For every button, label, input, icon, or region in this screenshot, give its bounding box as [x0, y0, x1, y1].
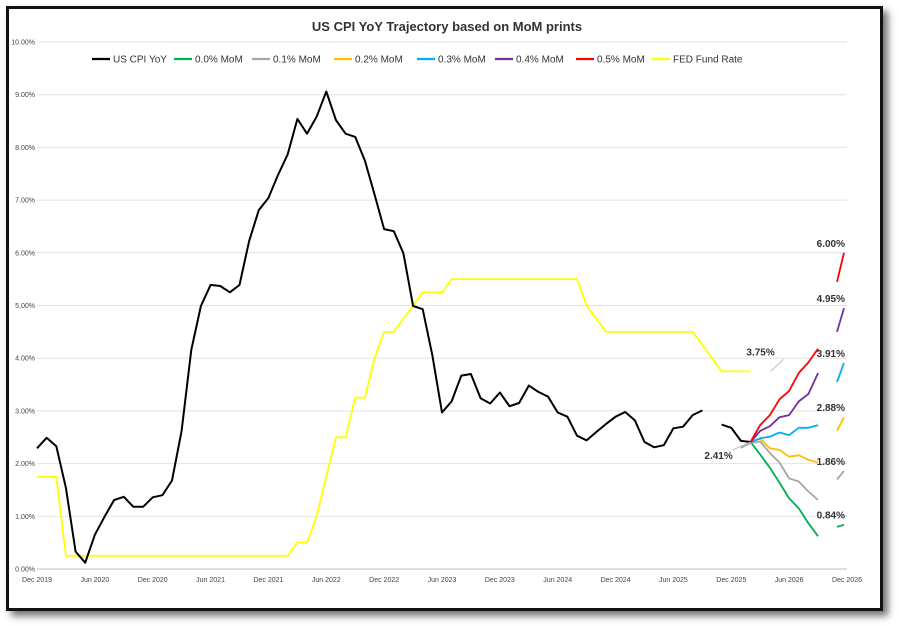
- x-axis: Dec 2019 Jun 2020 Dec 2020 Jun 2021 Dec 2021…: [22, 568, 862, 584]
- x-tick-label: Dec 2026: [832, 577, 862, 584]
- x-tick-label: Jun 2021: [196, 577, 225, 584]
- series-line-us-cpi-yoy: [36, 90, 703, 564]
- end-point-segment: [836, 252, 845, 282]
- legend[interactable]: US CPI YoY 0.0% MoM 0.1% MoM 0.2% MoM 0.3% M…: [92, 55, 743, 66]
- end-point-segment: [836, 523, 845, 528]
- annotation-leader: [770, 359, 784, 372]
- y-tick-label: 8.00%: [15, 145, 35, 152]
- x-tick-label: Dec 2019: [22, 577, 52, 584]
- x-tick-label: Dec 2021: [253, 577, 283, 584]
- end-point-label: 1.86%: [817, 457, 845, 468]
- y-tick-label: 7.00%: [15, 198, 35, 205]
- chart-frame: US CPI YoY Trajectory based on MoM print…: [6, 6, 883, 611]
- end-point-segment: [836, 470, 845, 480]
- end-point-label: 2.88%: [817, 403, 845, 414]
- legend-label: 0.1% MoM: [273, 55, 321, 66]
- chart-svg: US CPI YoY Trajectory based on MoM print…: [11, 19, 862, 584]
- end-point-label: 4.95%: [817, 294, 845, 305]
- end-point-segment: [836, 307, 845, 333]
- y-tick-label: 5.00%: [15, 303, 35, 310]
- series-line-0-4-mom: [749, 372, 819, 443]
- x-tick-label: Jun 2020: [80, 577, 109, 584]
- series-line-0-1-mom: [740, 440, 819, 501]
- annotations: 6.00% 4.95% 3.91% 2.88% 1.86% 0.84% 3.75% 2.41%: [704, 239, 845, 528]
- legend-item[interactable]: 0.5% MoM: [576, 55, 645, 66]
- x-tick-label: Jun 2022: [312, 577, 341, 584]
- y-tick-label: 4.00%: [15, 356, 35, 363]
- series-line-0-5-mom: [749, 348, 819, 443]
- legend-item[interactable]: 0.3% MoM: [417, 55, 486, 66]
- y-tick-label: 9.00%: [15, 92, 35, 99]
- legend-item[interactable]: FED Fund Rate: [652, 55, 743, 66]
- series-lines: [36, 90, 819, 564]
- legend-label: 0.2% MoM: [355, 55, 403, 66]
- x-tick-label: Jun 2023: [428, 577, 457, 584]
- legend-item[interactable]: 0.4% MoM: [495, 55, 564, 66]
- legend-label: 0.0% MoM: [195, 55, 243, 66]
- x-tick-label: Jun 2026: [775, 577, 804, 584]
- y-tick-label: 2.00%: [15, 461, 35, 468]
- end-point-segment: [836, 416, 845, 432]
- legend-label: 0.4% MoM: [516, 55, 564, 66]
- legend-item[interactable]: 0.0% MoM: [174, 55, 243, 66]
- legend-label: FED Fund Rate: [673, 55, 743, 66]
- end-point-label: 0.84%: [817, 511, 845, 522]
- legend-item[interactable]: 0.1% MoM: [252, 55, 321, 66]
- legend-label: 0.3% MoM: [438, 55, 486, 66]
- x-tick-label: Dec 2025: [716, 577, 746, 584]
- y-axis: 0.00% 1.00% 2.00% 3.00% 4.00% 5.00% 6.00% 7.00%…: [11, 40, 35, 574]
- x-tick-label: Jun 2025: [659, 577, 688, 584]
- y-tick-label: 10.00%: [11, 40, 35, 47]
- series-line-fed-fund-rate: [37, 278, 751, 557]
- end-point-label: 3.91%: [817, 349, 845, 360]
- series-line-0-2-mom: [750, 437, 819, 464]
- series-line-0-3-mom: [750, 424, 819, 443]
- y-tick-label: 3.00%: [15, 408, 35, 415]
- legend-label: 0.5% MoM: [597, 55, 645, 66]
- x-tick-label: Dec 2022: [369, 577, 399, 584]
- x-tick-label: Dec 2020: [138, 577, 168, 584]
- x-tick-label: Dec 2023: [485, 577, 515, 584]
- series-line-0-0-mom: [749, 441, 819, 537]
- chart-title: US CPI YoY Trajectory based on MoM print…: [312, 19, 582, 34]
- annotation-label: 3.75%: [746, 347, 774, 358]
- series-line-us-cpi-yoy-recent: [721, 423, 751, 443]
- grid-lines: [37, 41, 847, 570]
- annotation-leader: [732, 441, 751, 451]
- y-tick-label: 1.00%: [15, 514, 35, 521]
- y-tick-label: 6.00%: [15, 250, 35, 257]
- annotation-label: 2.41%: [704, 451, 732, 462]
- x-tick-label: Jun 2024: [543, 577, 572, 584]
- legend-item[interactable]: 0.2% MoM: [334, 55, 403, 66]
- x-tick-label: Dec 2024: [601, 577, 631, 584]
- legend-item[interactable]: US CPI YoY: [92, 55, 167, 66]
- legend-label: US CPI YoY: [113, 55, 167, 66]
- end-point-label: 6.00%: [817, 239, 845, 250]
- y-tick-label: 0.00%: [15, 567, 35, 574]
- end-point-segment: [836, 362, 845, 383]
